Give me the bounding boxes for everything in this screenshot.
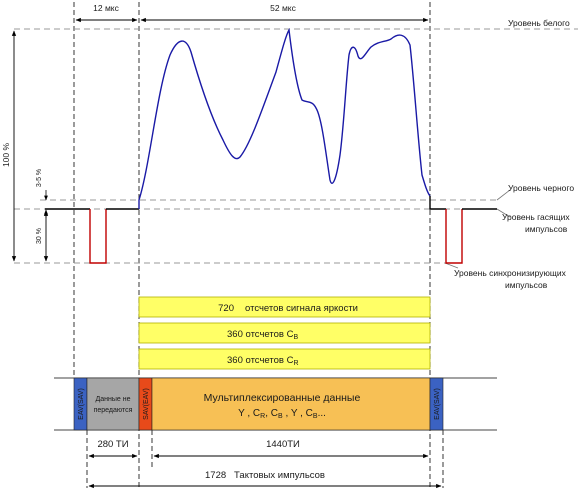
white-level-label: Уровень белого	[508, 18, 570, 28]
eav-block-right	[429, 377, 444, 431]
mux-data-block	[151, 377, 431, 431]
amplitude-scale: 100 % 3-5 % 30 %	[1, 30, 49, 262]
video-signal	[45, 27, 497, 264]
blank-level-label-2: импульсов	[525, 224, 568, 234]
level-labels: Уровень белого Уровень черного Уровень г…	[454, 18, 574, 290]
sync-pulse-left	[89, 209, 107, 264]
blank-level-label-1: Уровень гасящих	[502, 212, 570, 222]
mux-data-label-2: Y , CR, CB , Y , CB...	[238, 408, 326, 420]
cr-samples-label: 360 отсчетов CR	[227, 355, 299, 367]
sync-pulse-right	[445, 209, 463, 264]
blank-data-label-2: передаются	[94, 407, 133, 414]
sample-bars: 720 отсчетов сигнала яркости 360 отсчето…	[138, 296, 431, 370]
cr-samples-bar	[138, 348, 431, 370]
digital-stream: EAV(SAV) Данные не передаются SAV(EAV) М…	[54, 377, 497, 431]
cb-samples-bar	[138, 322, 431, 344]
luma-samples-label: 720	[218, 303, 234, 314]
sync-level-label-1: Уровень синхронизирующих	[454, 268, 567, 278]
active-duration-label: 52 мкс	[270, 3, 296, 13]
total-samples-label: 1728 Тактовых импульсов	[205, 470, 325, 481]
bottom-timing: 280 ТИ 1440ТИ 1728 Тактовых импульсов	[88, 439, 442, 489]
active-video	[138, 27, 431, 209]
mux-data-label-1: Мультиплексированные данные	[204, 392, 361, 404]
blank-data-label-1: Данные не	[96, 396, 131, 403]
full-amplitude-label: 100 %	[1, 143, 11, 168]
eav-label-right: EAV(SAV)	[434, 388, 441, 420]
sav-label: SAV(EAV)	[143, 388, 150, 420]
top-timing: 12 мкс 52 мкс	[75, 3, 429, 23]
level-lines	[14, 28, 578, 264]
blank-data-block	[86, 377, 140, 431]
sync-level-label-2: импульсов	[505, 280, 548, 290]
active-samples-label: 1440ТИ	[266, 439, 300, 450]
sync-amplitude-label: 30 %	[36, 228, 43, 244]
luma-samples-text: отсчетов сигнала яркости	[245, 303, 358, 314]
eav-label-left: EAV(SAV)	[78, 388, 85, 420]
luma-samples-bar	[138, 296, 431, 318]
setup-label: 3-5 %	[36, 169, 43, 187]
vertical-reference-lines	[73, 2, 444, 488]
level-leaders	[444, 189, 511, 269]
cb-samples-label: 360 отсчетов CB	[227, 329, 298, 341]
sync-duration-label: 12 мкс	[93, 3, 119, 13]
blank-samples-label: 280 ТИ	[97, 439, 128, 450]
blanking-baseline-right	[429, 196, 446, 210]
black-level-label: Уровень черного	[508, 183, 574, 193]
